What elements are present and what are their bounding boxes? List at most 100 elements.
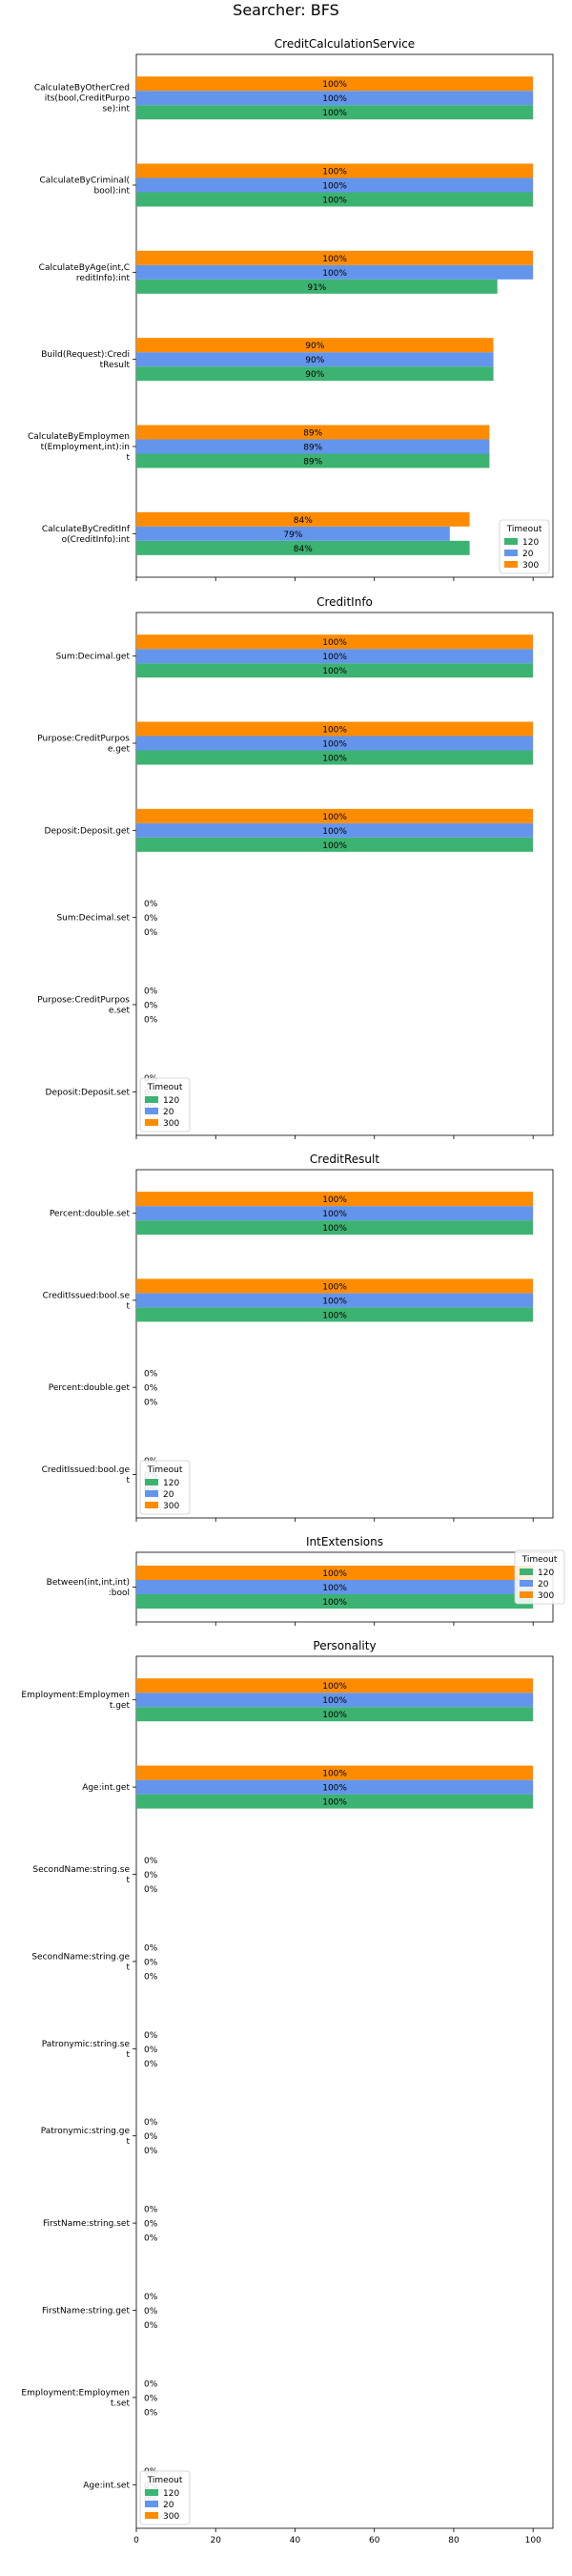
bar-label: 0%: [144, 1958, 158, 1967]
category-label: t: [126, 2137, 130, 2147]
category-label: SecondName:string.ge: [31, 1952, 130, 1962]
panel-2: CreditResult Percent:double.set 100% 100% 10…: [42, 1153, 554, 1522]
category-label: :bool: [109, 1589, 130, 1598]
legend-title: Timeout: [147, 1083, 183, 1092]
legend-swatch-120: [504, 538, 518, 545]
category-label: Employment:Employmen: [21, 2388, 130, 2398]
bar-300: [136, 511, 470, 527]
axes-frame: [135, 53, 554, 578]
bar-label: 0%: [144, 1885, 158, 1895]
legend-swatch-120: [520, 1568, 533, 1575]
bar-label: 0%: [144, 2046, 158, 2055]
axes-frame: [135, 1655, 554, 2529]
legend-box: [139, 1460, 191, 1515]
bar-label: 100%: [322, 1711, 347, 1720]
category-label: reditInfo):int: [76, 274, 131, 283]
legend-swatch-20: [504, 550, 518, 556]
legend: Timeout 120 20 300: [514, 1549, 565, 1605]
category-label: Sum:Decimal.set: [56, 914, 130, 924]
bar-120: [136, 366, 494, 382]
bar-label: 0%: [144, 2307, 158, 2316]
bar-label: 100%: [322, 740, 347, 750]
bar-20: [136, 1693, 534, 1708]
bar-label: 84%: [294, 516, 313, 526]
bar-label: 90%: [305, 342, 324, 351]
bar-label: 0%: [144, 987, 158, 997]
bar-300: [136, 425, 490, 440]
bar-label: 100%: [322, 109, 347, 118]
bar-label: 100%: [322, 726, 347, 736]
legend-entry: 300: [538, 1591, 554, 1601]
bar-label: 100%: [322, 813, 347, 822]
bar-label: 0%: [144, 2206, 158, 2215]
bar-20: [136, 1206, 534, 1221]
legend-entry: 300: [522, 561, 539, 571]
bar-300: [136, 721, 534, 737]
panel-3: IntExtensions Between(int,int,int):bool 10…: [47, 1535, 565, 1626]
legend-swatch-20: [145, 1490, 158, 1497]
category-label: e.get: [108, 745, 131, 755]
bar-label: 0%: [144, 2031, 158, 2041]
bar-label: 100%: [322, 269, 347, 279]
bar-300: [136, 163, 534, 178]
category-label: CalculateByCriminal(: [39, 177, 130, 186]
legend-entry: 20: [163, 1108, 174, 1117]
category-label: Deposit:Deposit.set: [46, 1088, 131, 1097]
category-label: CalculateByCreditInf: [42, 525, 131, 534]
category-label: Deposit:Deposit.get: [45, 826, 131, 836]
bar-label: 100%: [322, 827, 347, 837]
bar-label: 100%: [322, 667, 347, 676]
bar-label: 0%: [144, 2379, 158, 2389]
category-label: e.set: [109, 1007, 131, 1016]
bar-label: 100%: [322, 1224, 347, 1234]
bar-300: [136, 1765, 534, 1780]
bar-20: [136, 177, 534, 193]
category-label: CreditIssued:bool.se: [43, 1291, 131, 1300]
bar-label: 0%: [144, 1399, 158, 1408]
legend-entry: 120: [522, 538, 539, 548]
bar-120: [136, 663, 534, 678]
bar-label: 91%: [307, 283, 326, 293]
panel-title: Personality: [313, 1639, 376, 1652]
bar-label: 100%: [322, 1584, 347, 1593]
bar-label: 0%: [144, 928, 158, 938]
panel-title: CreditCalculationService: [275, 37, 415, 51]
bar-120: [136, 453, 490, 468]
bar-120: [136, 105, 534, 120]
bar-20: [136, 264, 534, 280]
bar-label: 100%: [322, 94, 347, 104]
category-label: CalculateByAge(int,C: [39, 263, 130, 273]
bar-label: 0%: [144, 2293, 158, 2302]
panel-0: CreditCalculationService CalculateByOther…: [28, 37, 554, 581]
bar-20: [136, 1293, 534, 1308]
bar-20: [136, 91, 534, 106]
panel-title: CreditResult: [310, 1153, 379, 1166]
category-label: Sum:Decimal.get: [55, 653, 130, 662]
bar-label: 100%: [322, 80, 347, 90]
bar-label: 89%: [303, 444, 322, 453]
bar-20: [136, 736, 534, 751]
category-label: Build(Request):Credi: [41, 350, 130, 360]
category-label: CalculateByEmploymen: [28, 432, 130, 442]
bar-label: 0%: [144, 914, 158, 924]
panel-1: CreditInfo Sum:Decimal.get 100% 100% 100% Pur…: [37, 595, 554, 1139]
legend-title: Timeout: [147, 2476, 183, 2485]
bar-120: [136, 1594, 534, 1609]
category-label: SecondName:string.se: [32, 1865, 130, 1875]
bar-label: 0%: [144, 2060, 158, 2069]
category-label: Percent:double.set: [50, 1210, 131, 1219]
bar-label: 0%: [144, 900, 158, 909]
bar-20: [136, 526, 450, 541]
bar-300: [136, 808, 534, 823]
legend-entry: 20: [538, 1580, 549, 1589]
bar-label: 100%: [322, 1569, 347, 1579]
legend-swatch-300: [145, 1502, 158, 1508]
x-tick-label: 20: [211, 2536, 222, 2545]
bar-300: [136, 250, 534, 265]
bar-label: 0%: [144, 2147, 158, 2156]
bar-label: 0%: [144, 2118, 158, 2128]
x-tick-label: 100: [525, 2536, 541, 2545]
figure-title: Searcher: BFS: [233, 1, 339, 19]
category-label: t: [126, 453, 130, 463]
bar-120: [136, 1307, 534, 1322]
